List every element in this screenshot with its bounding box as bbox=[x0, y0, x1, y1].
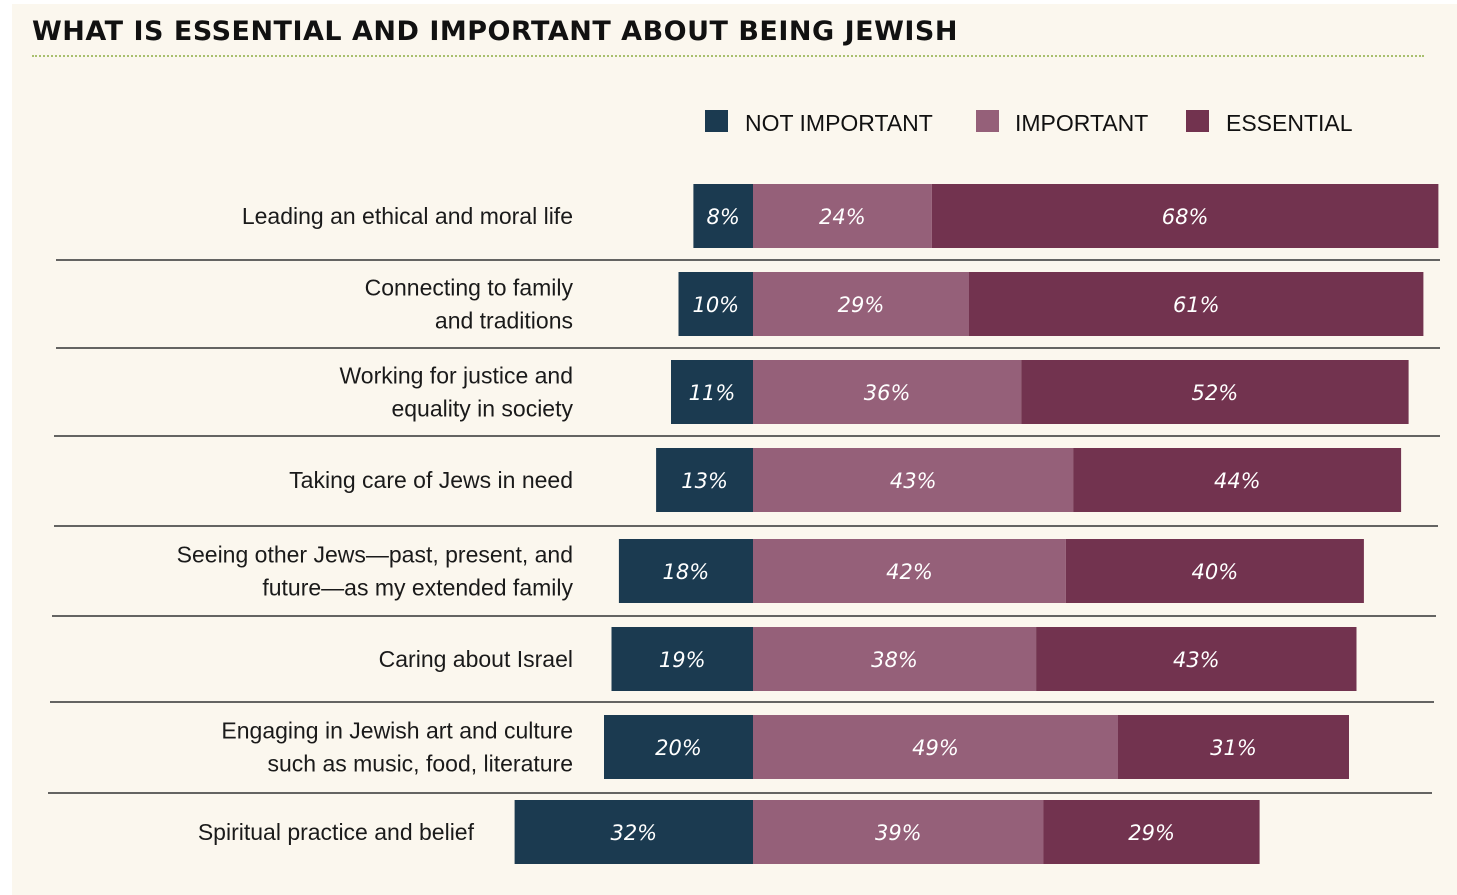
data-label-important: 39% bbox=[875, 821, 922, 845]
data-label-not-important: 18% bbox=[663, 560, 710, 584]
bar-segment-not-important bbox=[604, 715, 753, 779]
data-label-essential: 61% bbox=[1173, 293, 1220, 317]
category-label: Taking care of Jews in need bbox=[289, 467, 573, 493]
chart-title: WHAT IS ESSENTIAL AND IMPORTANT ABOUT BE… bbox=[32, 16, 958, 47]
data-label-important: 36% bbox=[864, 381, 911, 405]
category-label: Working for justice and bbox=[339, 363, 573, 389]
data-label-not-important: 32% bbox=[610, 821, 657, 845]
category-label: Leading an ethical and moral life bbox=[242, 203, 573, 229]
bar-segment-not-important bbox=[656, 448, 753, 512]
data-label-important: 43% bbox=[890, 469, 937, 493]
data-label-not-important: 10% bbox=[692, 293, 739, 317]
data-label-not-important: 11% bbox=[689, 381, 736, 405]
bar-segment-important bbox=[753, 184, 932, 248]
data-label-important: 29% bbox=[838, 293, 885, 317]
data-label-essential: 31% bbox=[1210, 736, 1257, 760]
bar-segment-important bbox=[753, 715, 1119, 779]
legend-label-essential: ESSENTIAL bbox=[1226, 110, 1353, 136]
bar-segment-important bbox=[753, 360, 1022, 424]
data-label-important: 42% bbox=[886, 560, 933, 584]
bar-segment-essential bbox=[1021, 360, 1409, 424]
bar-segment-not-important bbox=[611, 627, 754, 691]
category-label: Spiritual practice and belief bbox=[198, 819, 475, 845]
legend-label-important: IMPORTANT bbox=[1015, 110, 1148, 136]
data-label-essential: 68% bbox=[1162, 205, 1209, 229]
bar-segment-essential bbox=[1073, 448, 1402, 512]
data-label-essential: 43% bbox=[1173, 648, 1220, 672]
data-label-not-important: 19% bbox=[659, 648, 706, 672]
bar-segment-important bbox=[753, 272, 970, 336]
data-label-essential: 52% bbox=[1192, 381, 1239, 405]
data-label-not-important: 13% bbox=[681, 469, 728, 493]
category-label: Caring about Israel bbox=[379, 646, 573, 672]
bar-segment-important bbox=[753, 800, 1044, 864]
bar-segment-important bbox=[753, 539, 1066, 603]
bar-segment-not-important bbox=[693, 184, 753, 248]
bar-segment-essential bbox=[1065, 539, 1364, 603]
category-label: equality in society bbox=[391, 396, 573, 422]
bar-segment-essential bbox=[1118, 715, 1349, 779]
legend-swatch-important bbox=[976, 110, 999, 132]
data-label-important: 49% bbox=[912, 736, 959, 760]
data-label-essential: 44% bbox=[1214, 469, 1261, 493]
bar-segment-essential bbox=[1043, 800, 1260, 864]
data-label-essential: 40% bbox=[1192, 560, 1239, 584]
bar-segment-essential bbox=[1036, 627, 1357, 691]
data-label-important: 24% bbox=[819, 205, 866, 229]
legend-swatch-not-important bbox=[705, 110, 728, 132]
data-label-not-important: 8% bbox=[707, 205, 740, 229]
bar-segment-not-important bbox=[618, 539, 753, 603]
category-label: such as music, food, literature bbox=[267, 751, 573, 777]
category-label: Connecting to family bbox=[365, 275, 574, 301]
data-label-not-important: 20% bbox=[655, 736, 702, 760]
category-label: Seeing other Jews—past, present, and bbox=[177, 542, 573, 568]
bar-segment-not-important bbox=[678, 272, 753, 336]
bar-segment-essential bbox=[969, 272, 1424, 336]
legend-label-not-important: NOT IMPORTANT bbox=[745, 110, 933, 136]
bar-segment-essential bbox=[931, 184, 1439, 248]
bar-segment-not-important bbox=[514, 800, 753, 864]
legend-swatch-essential bbox=[1186, 110, 1209, 132]
category-label: Engaging in Jewish art and culture bbox=[221, 718, 573, 744]
bar-segment-not-important bbox=[671, 360, 753, 424]
title-divider bbox=[32, 55, 1424, 57]
category-label: future—as my extended family bbox=[262, 575, 573, 601]
bar-segment-important bbox=[753, 448, 1074, 512]
data-label-essential: 29% bbox=[1128, 821, 1175, 845]
data-label-important: 38% bbox=[871, 648, 918, 672]
bar-segment-important bbox=[753, 627, 1037, 691]
category-label: and traditions bbox=[435, 308, 573, 334]
